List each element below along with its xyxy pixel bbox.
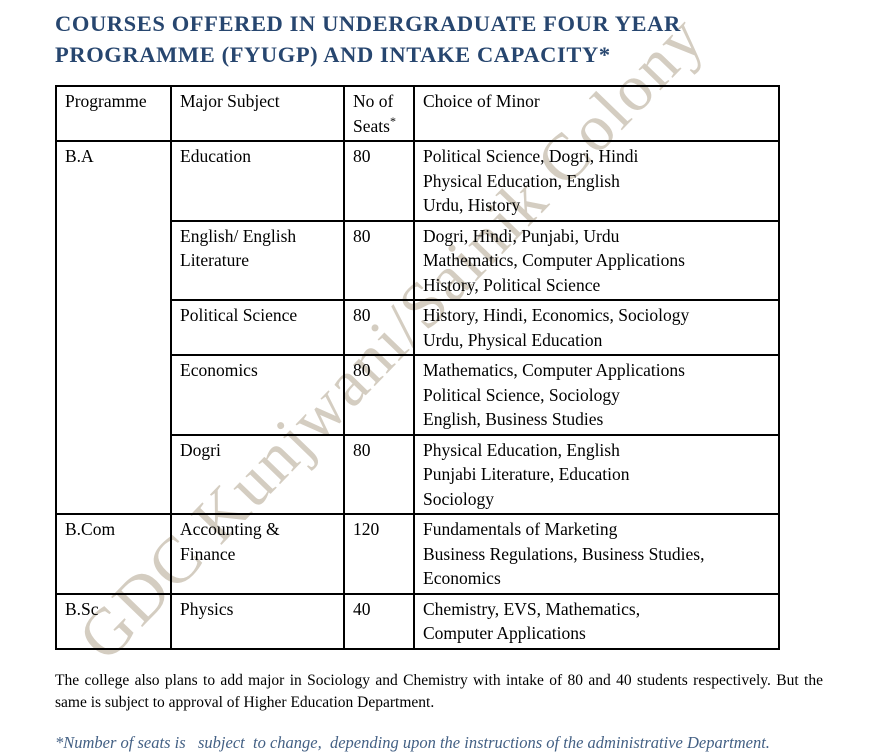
header-choice-of-minor: Choice of Minor xyxy=(413,85,780,142)
seats-cell: 40 xyxy=(343,592,415,650)
seats-footnote: *Number of seats is subject to change, d… xyxy=(55,732,770,752)
subject-cell: Accounting & Finance xyxy=(170,513,345,595)
seats-cell: 80 xyxy=(343,433,415,515)
seats-header-line1: No of xyxy=(353,91,394,111)
minors-cell: Physical Education, English Punjabi Lite… xyxy=(413,433,780,515)
subject-cell: English/ English Literature xyxy=(170,219,345,301)
seats-cell: 80 xyxy=(343,140,415,222)
table-row: B.Sc Physics 40 Chemistry, EVS, Mathemat… xyxy=(55,592,780,650)
document-page: COURSES OFFERED IN UNDERGRADUATE FOUR YE… xyxy=(0,8,885,753)
table-row: Dogri 80 Physical Education, English Pun… xyxy=(56,433,780,515)
table-row: Political Science 80 History, Hindi, Eco… xyxy=(56,299,780,356)
table-row: English/ English Literature 80 Dogri, Hi… xyxy=(56,219,780,301)
table-row: B.A Education 80 Political Science, Dogr… xyxy=(55,140,780,515)
minors-cell: Mathematics, Computer Applications Polit… xyxy=(413,354,780,436)
minors-cell: Chemistry, EVS, Mathematics, Computer Ap… xyxy=(413,592,780,650)
page-title: COURSES OFFERED IN UNDERGRADUATE FOUR YE… xyxy=(55,11,681,67)
header-major-subject: Major Subject xyxy=(170,85,345,142)
seats-cell: 80 xyxy=(343,299,415,356)
seats-header-line2: Seats xyxy=(353,115,390,136)
programme-ba: B.A xyxy=(55,140,172,515)
subject-cell: Political Science xyxy=(170,299,345,356)
header-no-of-seats: No of Seats* xyxy=(343,85,415,142)
minors-cell: Political Science, Dogri, Hindi Physical… xyxy=(413,140,780,222)
programme-bcom: B.Com xyxy=(55,513,172,595)
header-programme: Programme xyxy=(55,85,172,142)
subject-cell: Economics xyxy=(170,354,345,436)
minors-cell: Dogri, Hindi, Punjabi, Urdu Mathematics,… xyxy=(413,219,780,301)
courses-table: Programme Major Subject No of Seats* Choi… xyxy=(55,85,780,650)
table-row: Economics 80 Mathematics, Computer Appli… xyxy=(56,354,780,436)
seats-cell: 80 xyxy=(343,354,415,436)
seats-asterisk: * xyxy=(389,113,396,128)
table-row: B.Com Accounting & Finance 120 Fundament… xyxy=(55,513,780,595)
subject-cell: Dogri xyxy=(170,433,345,515)
minors-cell: History, Hindi, Economics, Sociology Urd… xyxy=(413,299,780,356)
subject-cell: Physics xyxy=(170,592,345,650)
programme-bsc: B.Sc xyxy=(55,592,172,650)
minors-cell: Fundamentals of Marketing Business Regul… xyxy=(413,513,780,595)
subject-cell: Education xyxy=(170,140,345,222)
table-header-row: Programme Major Subject No of Seats* Choi… xyxy=(55,85,780,142)
seats-cell: 120 xyxy=(343,513,415,595)
seats-cell: 80 xyxy=(343,219,415,301)
college-plans-paragraph: The college also plans to add major in S… xyxy=(55,671,823,711)
